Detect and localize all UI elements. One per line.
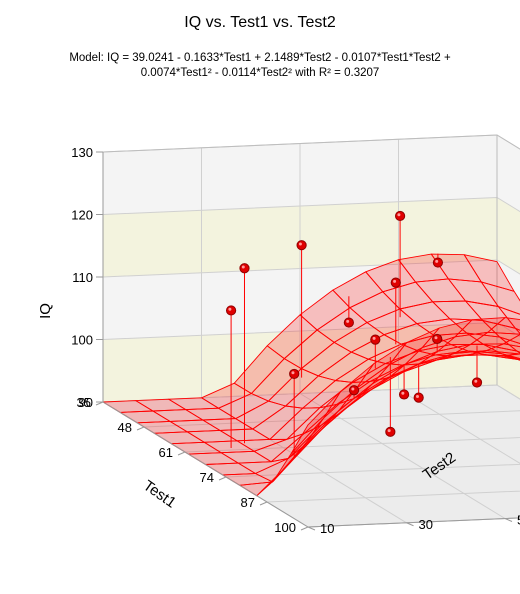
x-axis-line — [102, 401, 309, 528]
data-point — [296, 240, 307, 251]
surface-cell — [290, 390, 342, 455]
data-point — [348, 385, 360, 396]
data-point-highlight — [228, 307, 232, 311]
x-gridline — [184, 437, 520, 453]
data-point-highlight — [474, 379, 478, 383]
x-tick-mark — [259, 501, 268, 506]
z-tick-label: 90 — [79, 395, 93, 410]
y-tick-label: 10 — [320, 521, 334, 536]
data-point-highlight — [401, 391, 405, 395]
data-point — [432, 333, 443, 345]
data-point-highlight — [393, 279, 397, 283]
data-point — [343, 317, 354, 328]
data-point — [432, 257, 443, 268]
y-tick-label: 30 — [419, 517, 433, 532]
back-wall-band — [497, 197, 520, 275]
y-gridline — [299, 143, 506, 519]
x-gridline — [143, 410, 520, 428]
x-tick-mark — [177, 451, 186, 456]
z-tick-label: 100 — [71, 333, 93, 348]
y-tick-mark — [406, 522, 414, 527]
z-axis-title: IQ — [37, 303, 54, 319]
x-tick-label: 48 — [118, 420, 132, 435]
chart-title: IQ vs. Test1 vs. Test2 — [184, 14, 336, 31]
data-point-highlight — [346, 319, 350, 323]
data-point-highlight — [372, 336, 376, 340]
y-tick-label: 50 — [517, 513, 520, 528]
x-tick-mark — [218, 476, 227, 481]
data-point-highlight — [434, 336, 438, 340]
x-gridline — [225, 463, 520, 478]
x-axis-title: Test1 — [140, 477, 179, 511]
back-wall-band — [497, 135, 520, 212]
x-tick-label: 61 — [159, 445, 173, 460]
data-point — [225, 305, 237, 316]
data-point — [370, 334, 381, 345]
data-point — [390, 277, 401, 288]
x-gridline — [266, 490, 520, 503]
data-point — [395, 210, 406, 222]
y-gridline — [398, 139, 520, 464]
y-tick-mark — [307, 526, 316, 531]
x-tick-mark — [136, 426, 145, 431]
x-tick-label: 35 — [77, 395, 91, 410]
x-tick-label: 74 — [200, 470, 214, 485]
data-point-highlight — [241, 265, 245, 269]
data-point — [385, 426, 396, 437]
data-point — [289, 368, 300, 380]
chart-subtitle-line2: 0.0074*Test1² - 0.0114*Test2² with R² = … — [141, 67, 380, 79]
z-tick-label: 110 — [72, 270, 93, 285]
z-tick-label: 130 — [71, 145, 93, 160]
chart-subtitle-line1: Model: IQ = 39.0241 - 0.1633*Test1 + 2.1… — [69, 52, 451, 64]
data-point — [398, 389, 410, 400]
z-tick-label: 120 — [71, 208, 93, 223]
axes: 3548617487100103050709090100110120130 — [71, 145, 520, 536]
y-tick-mark — [504, 518, 513, 522]
data-point — [413, 392, 424, 403]
x-tick-mark — [300, 526, 309, 531]
data-point-highlight — [298, 242, 302, 246]
data-point — [471, 377, 483, 388]
data-point — [239, 263, 250, 274]
x-tick-label: 87 — [241, 495, 255, 510]
data-point-highlight — [291, 371, 295, 375]
data-point-highlight — [351, 387, 355, 391]
data-point-highlight — [415, 394, 419, 398]
data-point-highlight — [387, 429, 391, 433]
x-tick-label: 100 — [274, 520, 296, 535]
data-points — [225, 210, 483, 437]
data-point-highlight — [397, 213, 401, 217]
data-point-highlight — [435, 259, 439, 263]
